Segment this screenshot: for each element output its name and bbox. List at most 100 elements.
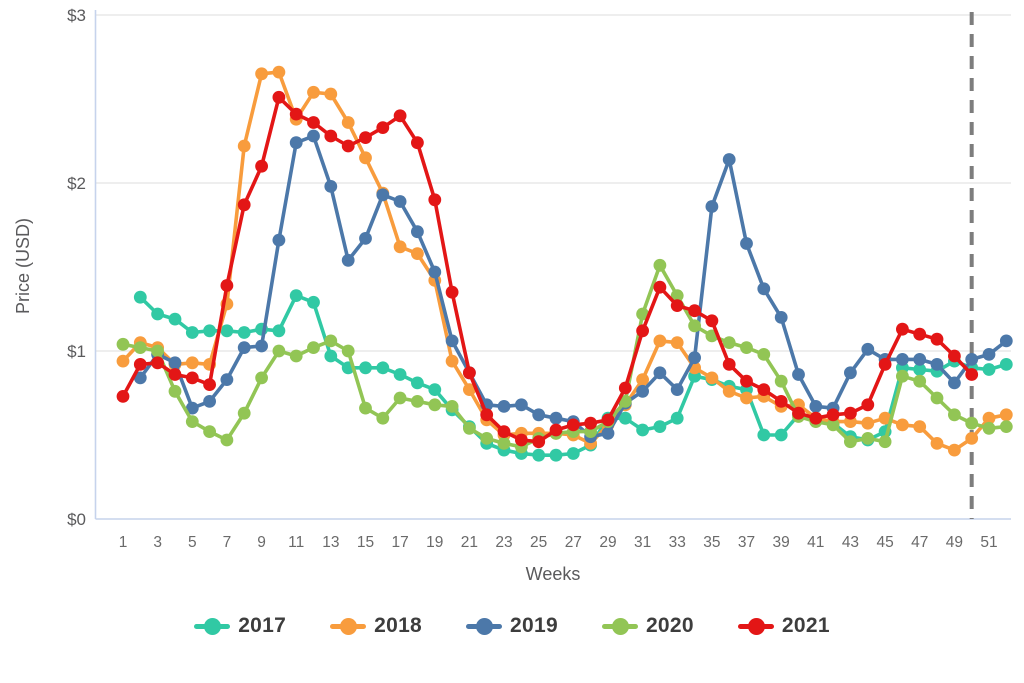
x-tick-label-week-11: 11: [288, 534, 304, 551]
data-point-2020-week-19: [428, 398, 442, 412]
series-line-2021: [121, 95, 974, 444]
data-point-2021-week-40: [792, 406, 805, 420]
data-point-2017-week-25: [532, 448, 546, 462]
x-tick-label-week-45: 45: [876, 534, 893, 551]
data-point-2021-week-49: [948, 349, 961, 363]
x-tick-label-week-1: 1: [119, 534, 128, 551]
data-point-2018-week-10: [272, 65, 286, 79]
x-tick-label-week-23: 23: [495, 534, 512, 551]
data-point-2018-week-32: [653, 334, 667, 348]
data-point-2021-week-26: [549, 423, 563, 437]
x-tick-label-week-7: 7: [223, 534, 232, 551]
data-point-2019-week-35: [705, 200, 719, 213]
data-point-2020-week-10: [272, 344, 286, 358]
legend-item-2020[interactable]: 2020: [601, 614, 694, 638]
data-point-2021-week-22: [480, 408, 494, 422]
legend-item-2017[interactable]: 2017: [194, 614, 286, 638]
x-tick-label-week-51: 51: [980, 534, 997, 551]
data-point-2018-week-12: [307, 85, 320, 99]
data-point-2020-week-36: [722, 336, 736, 349]
data-point-2017-week-27: [566, 447, 580, 460]
data-point-2018-week-8: [237, 139, 251, 153]
data-point-2021-week-23: [497, 425, 511, 438]
data-point-2018-week-9: [255, 67, 268, 81]
data-point-2020-week-17: [393, 391, 407, 405]
data-point-2020-week-42: [826, 418, 840, 432]
data-point-2021-week-36: [722, 358, 736, 371]
data-point-2021-week-17: [393, 109, 407, 123]
data-point-2019-week-12: [307, 129, 320, 143]
data-point-2019-week-36: [722, 153, 736, 166]
data-point-2019-week-11: [289, 136, 303, 150]
data-point-2020-week-33: [670, 289, 684, 302]
data-point-2021-week-35: [705, 314, 719, 328]
data-point-2021-week-20: [445, 285, 459, 299]
y-axis-title: Price (USD): [13, 218, 33, 314]
data-point-2019-week-37: [740, 237, 753, 250]
data-point-2021-week-48: [930, 332, 944, 346]
data-point-2019-week-9: [255, 339, 268, 353]
x-tick-label-week-39: 39: [773, 534, 790, 551]
x-tick-label-week-9: 9: [257, 534, 266, 551]
x-tick-label-week-31: 31: [634, 534, 651, 551]
data-point-2020-week-32: [653, 258, 667, 272]
data-point-2018-week-48: [930, 437, 944, 450]
data-point-2017-week-17: [393, 368, 407, 381]
data-point-2021-week-38: [757, 383, 771, 396]
legend-dot-icon: [340, 617, 358, 635]
data-point-2019-week-15: [359, 232, 372, 245]
data-point-2017-week-6: [203, 324, 217, 338]
data-point-2018-week-49: [948, 443, 961, 457]
data-point-2017-week-38: [757, 428, 771, 442]
legend-item-2018[interactable]: 2018: [330, 614, 422, 638]
data-point-2017-week-39: [774, 428, 788, 442]
data-point-2018-week-20: [445, 354, 459, 368]
data-series: [116, 65, 1013, 462]
data-point-2017-week-32: [653, 420, 667, 433]
data-point-2021-week-8: [237, 198, 251, 212]
data-point-2021-week-37: [740, 374, 753, 388]
data-point-2021-week-32: [653, 280, 667, 294]
data-point-2018-week-44: [861, 416, 875, 430]
data-point-2021-week-46: [896, 322, 909, 336]
data-point-2017-week-3: [151, 307, 165, 321]
data-point-2021-week-34: [688, 304, 701, 318]
data-point-2019-week-20: [445, 334, 459, 348]
data-point-2018-week-18: [411, 247, 424, 260]
data-point-2020-week-45: [878, 435, 892, 449]
data-point-2019-week-33: [670, 383, 684, 396]
legend-marker-icon-2021: [737, 617, 774, 635]
data-point-2021-week-28: [584, 416, 597, 430]
data-point-2021-week-44: [861, 398, 875, 412]
legend-item-2021[interactable]: 2021: [737, 614, 830, 638]
x-tick-label-week-47: 47: [911, 534, 928, 551]
data-point-2020-week-4: [168, 384, 182, 398]
data-point-2018-week-36: [722, 384, 736, 398]
data-point-2020-week-9: [255, 371, 268, 385]
data-point-2018-week-50: [965, 432, 979, 445]
data-point-2019-week-2: [133, 371, 147, 385]
data-point-2019-week-13: [324, 180, 338, 193]
data-point-2019-week-32: [653, 366, 667, 380]
data-point-2020-week-47: [913, 374, 927, 388]
data-point-2019-week-47: [913, 353, 927, 366]
data-point-2021-week-9: [255, 159, 268, 173]
data-point-2018-week-21: [463, 383, 476, 396]
data-point-2019-week-23: [497, 400, 511, 413]
data-point-2019-week-39: [774, 311, 788, 324]
data-point-2020-week-46: [896, 369, 909, 383]
data-point-2020-week-49: [948, 408, 961, 422]
data-point-2019-week-19: [428, 265, 442, 279]
x-tick-label-week-35: 35: [703, 534, 720, 551]
data-point-2021-week-21: [463, 366, 476, 380]
data-point-2017-week-16: [376, 361, 390, 375]
x-tick-label-week-27: 27: [565, 534, 582, 551]
chart-canvas: $0$1$2$31 3 5 7 9 11 13 15 17 19 21 23 25 27 29 31 33 35 3…: [13, 6, 1013, 584]
legend-item-2019[interactable]: 2019: [466, 614, 558, 638]
data-point-2018-week-47: [913, 420, 927, 433]
legend-dot-icon: [204, 617, 222, 635]
data-point-2021-week-39: [774, 395, 788, 408]
data-point-2019-week-4: [168, 356, 182, 370]
data-point-2018-week-52: [999, 408, 1013, 422]
